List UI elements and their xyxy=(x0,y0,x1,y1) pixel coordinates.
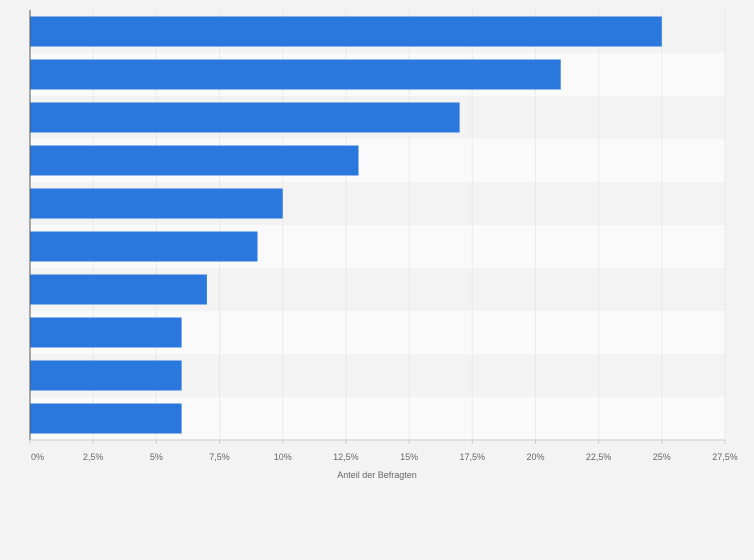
x-tick-label: 7,5% xyxy=(209,452,230,462)
bar xyxy=(30,16,662,47)
x-tick-label: 12,5% xyxy=(333,452,359,462)
bar xyxy=(30,231,258,262)
bars xyxy=(30,16,662,434)
bar xyxy=(30,59,561,90)
bar xyxy=(30,102,460,133)
x-tick-label: 5% xyxy=(150,452,163,462)
bar xyxy=(30,360,182,391)
bar xyxy=(30,188,283,219)
x-tick-label: 22,5% xyxy=(586,452,612,462)
x-tick-label: 10% xyxy=(274,452,292,462)
x-tick-label: 0% xyxy=(31,452,44,462)
x-tick-labels: 0% 2,5% 5% 7,5% 10% 12,5% 15% 17,5% 20% 22,5% 25% 2… xyxy=(29,440,738,462)
axes xyxy=(29,10,725,441)
x-tick-label: 15% xyxy=(400,452,418,462)
x-tick-label: 20% xyxy=(526,452,544,462)
bar xyxy=(30,274,207,305)
x-tick-label: 2,5% xyxy=(83,452,104,462)
x-tick-label: 17,5% xyxy=(460,452,486,462)
bar xyxy=(30,317,182,348)
x-tick-label: 27,5% xyxy=(712,452,738,462)
bar xyxy=(30,403,182,434)
x-tick-label: 25% xyxy=(653,452,671,462)
x-axis-label: Anteil der Befragten xyxy=(337,470,417,480)
bar xyxy=(30,145,359,176)
